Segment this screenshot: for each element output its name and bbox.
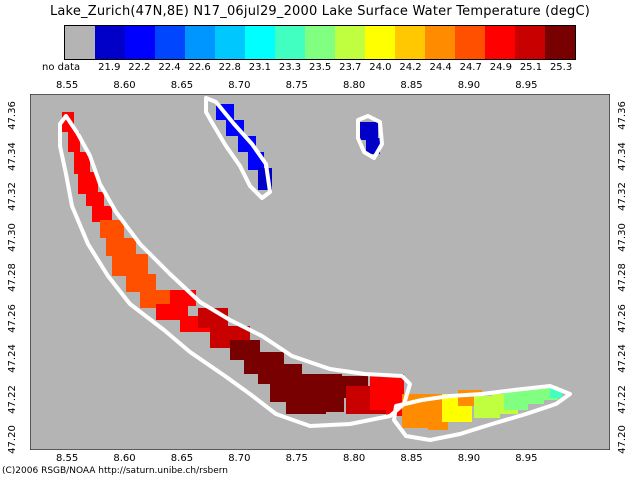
x-tick-label: 8.70: [228, 453, 251, 464]
legend-label: 23.1: [248, 62, 272, 73]
x-tick-label: 8.95: [515, 80, 538, 91]
legend-swatch: [455, 26, 485, 59]
legend-label: 22.8: [218, 62, 241, 73]
lake-temperature-map: [30, 94, 610, 450]
y-tick-label: 47.30: [6, 222, 18, 252]
x-axis-top: 8.55 8.60 8.65 8.70 8.75 8.80 8.85 8.90 8.95: [0, 80, 640, 92]
x-tick-label: 8.95: [515, 453, 538, 464]
y-tick-label: 47.20: [616, 425, 628, 454]
x-tick-label: 8.70: [228, 80, 251, 91]
temperature-pixel: [100, 220, 124, 238]
y-tick-label: 47.34: [616, 141, 628, 171]
temperature-pixel: [360, 122, 378, 140]
legend-label: 23.5: [309, 62, 332, 73]
legend-swatch: [365, 26, 395, 59]
legend-label: 24.9: [489, 62, 512, 73]
legend-swatch: [485, 26, 515, 59]
legend-labels: no data 21.9 22.2 22.4 22.6 22.8 23.1 23.3 23.5…: [40, 62, 600, 76]
legend-label: 25.3: [549, 62, 573, 73]
x-tick-label: 8.80: [343, 80, 366, 91]
x-tick-label: 8.60: [113, 80, 136, 91]
legend-swatch: [185, 26, 215, 59]
legend-swatch: [545, 26, 575, 59]
x-tick-label: 8.80: [343, 453, 366, 464]
y-tick-label: 47.28: [616, 263, 628, 292]
legend-label: 22.4: [158, 62, 181, 73]
y-tick-label: 47.32: [616, 182, 628, 211]
map-title: Lake_Zurich(47N,8E) N17_06jul29_2000 Lak…: [49, 4, 591, 19]
legend-swatch: [395, 26, 425, 59]
y-tick-label: 47.34: [6, 141, 18, 171]
legend-swatch: [275, 26, 305, 59]
legend-swatch: [515, 26, 545, 59]
pfaeffikersee-shore: [356, 114, 384, 160]
legend-swatch: [335, 26, 365, 59]
y-tick-label: 47.22: [616, 384, 628, 414]
temperature-pixel: [550, 388, 562, 398]
greifensee-shore: [204, 96, 272, 200]
legend-swatch: [95, 26, 125, 59]
legend-label: 24.0: [369, 62, 392, 73]
y-tick-label: 47.36: [616, 101, 628, 130]
x-tick-label: 8.65: [170, 453, 194, 464]
y-tick-label: 47.24: [6, 344, 18, 373]
legend-no-data-label: no data: [42, 62, 81, 73]
legend-swatch: [215, 26, 245, 59]
y-tick-label: 47.24: [616, 344, 628, 373]
legend-swatch: [245, 26, 275, 59]
obersee-shore: [392, 384, 572, 442]
x-tick-label: 8.60: [113, 453, 136, 464]
y-tick-label: 47.28: [6, 263, 18, 292]
color-legend: [64, 25, 576, 60]
y-tick-label: 47.30: [616, 222, 628, 252]
x-tick-label: 8.55: [56, 453, 79, 464]
temperature-pixel: [112, 254, 148, 276]
legend-swatch: [305, 26, 335, 59]
temperature-pixel: [68, 132, 80, 152]
legend-label: 22.2: [128, 62, 151, 73]
x-tick-label: 8.75: [285, 453, 308, 464]
temperature-pixel: [74, 152, 90, 174]
temperature-pixel: [106, 238, 136, 256]
legend-label: 21.9: [98, 62, 121, 73]
temperature-pixel: [78, 172, 98, 194]
legend-label: 24.4: [429, 62, 452, 73]
x-tick-label: 8.90: [457, 80, 481, 91]
legend-label: 22.6: [188, 62, 211, 73]
legend-swatch: [65, 26, 95, 59]
legend-swatch: [425, 26, 455, 59]
legend-swatch: [155, 26, 185, 59]
temperature-pixel: [92, 206, 112, 222]
x-tick-label: 8.85: [400, 453, 423, 464]
x-tick-label: 8.55: [56, 80, 79, 91]
y-tick-label: 47.26: [6, 303, 18, 333]
shoreline-outline: [58, 96, 572, 442]
y-tick-label: 47.22: [6, 384, 18, 414]
x-tick-label: 8.90: [457, 453, 481, 464]
temperature-pixel: [126, 274, 156, 292]
y-tick-label: 47.26: [616, 303, 628, 333]
temperature-pixel: [238, 136, 256, 152]
x-tick-label: 8.75: [285, 80, 308, 91]
y-tick-label: 47.36: [6, 101, 18, 130]
y-tick-label: 47.20: [6, 425, 18, 454]
legend-label: 23.3: [278, 62, 302, 73]
y-axis-left: 47.36 47.34 47.32 47.30 47.28 47.26 47.24 47.22…: [0, 0, 30, 480]
legend-label: 24.7: [459, 62, 482, 73]
temperature-pixel: [140, 290, 174, 308]
y-axis-right: 47.36 47.34 47.32 47.30 47.28 47.26 47.24 47.22…: [610, 0, 640, 480]
x-axis-bottom: 8.55 8.60 8.65 8.70 8.75 8.80 8.85 8.90 8.95: [0, 453, 640, 465]
x-tick-label: 8.65: [170, 80, 194, 91]
temperature-pixel: [86, 192, 104, 206]
y-tick-label: 47.32: [6, 182, 18, 211]
legend-swatch: [125, 26, 155, 59]
x-tick-label: 8.85: [400, 80, 423, 91]
legend-label: 25.1: [519, 62, 543, 73]
legend-label: 23.7: [339, 62, 362, 73]
credit-line: (C)2006 RSGB/NOAA http://saturn.unibe.ch…: [2, 466, 229, 476]
legend-label: 24.2: [399, 62, 422, 73]
